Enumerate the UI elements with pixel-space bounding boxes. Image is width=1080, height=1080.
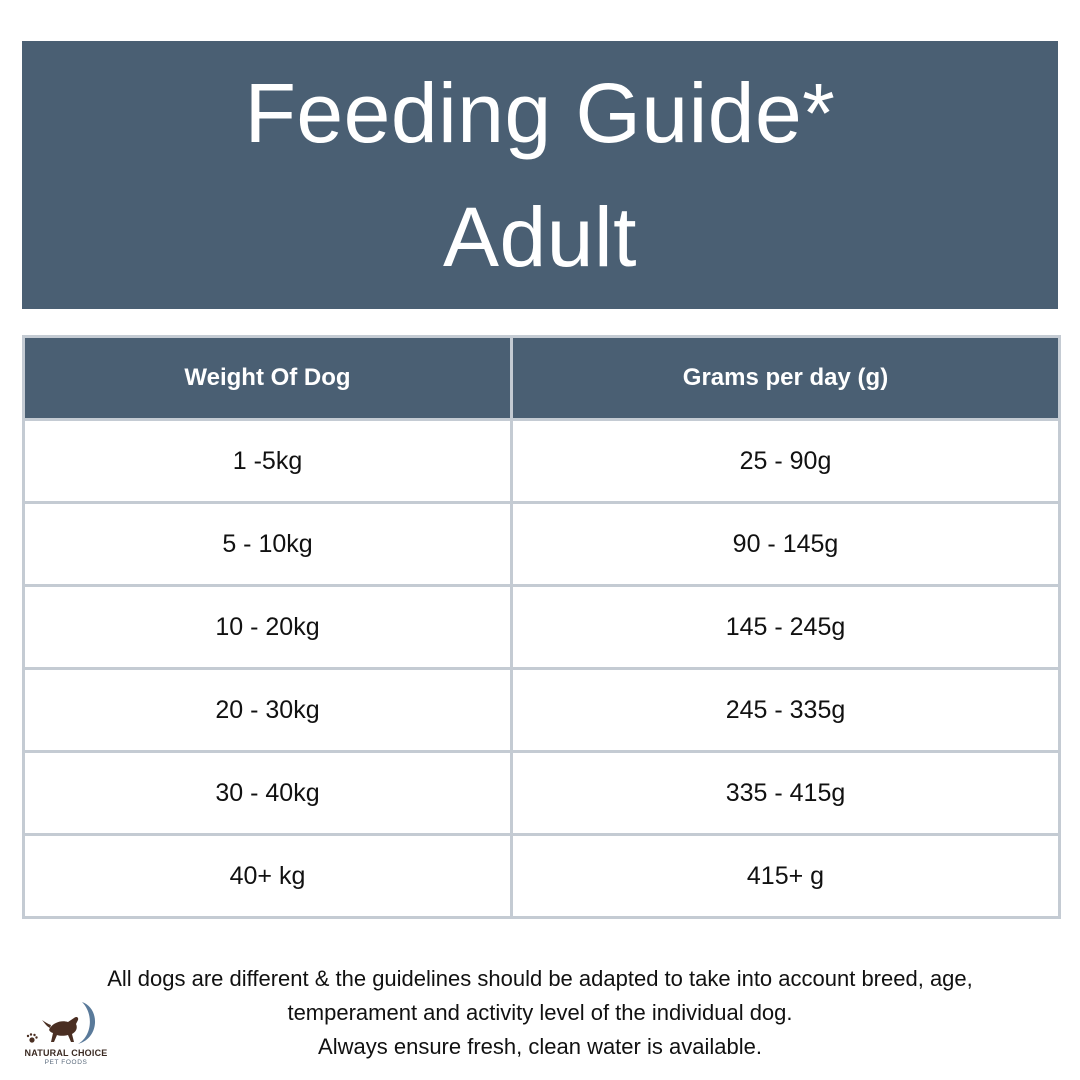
weight-cell: 40+ kg: [22, 833, 513, 919]
grams-cell: 415+ g: [510, 833, 1061, 919]
dog-emblem-icon: [26, 1002, 96, 1044]
table-row: 40+ kg 415+ g: [22, 833, 1061, 919]
page-title: Feeding Guide*: [244, 66, 836, 160]
weight-cell: 1 -5kg: [22, 418, 513, 504]
table-row: 5 - 10kg 90 - 145g: [22, 501, 1061, 587]
disclaimer-line: Always ensure fresh, clean water is avai…: [318, 1034, 762, 1059]
feeding-table-container: Weight Of Dog Grams per day (g) 1 -5kg 2…: [22, 335, 1061, 919]
logo-brand-name: NATURAL CHOICE: [24, 1048, 108, 1058]
weight-cell: 10 - 20kg: [22, 584, 513, 670]
disclaimer-line: temperament and activity level of the in…: [287, 1000, 793, 1025]
table-row: 30 - 40kg 335 - 415g: [22, 750, 1061, 836]
grams-cell: 145 - 245g: [510, 584, 1061, 670]
column-header-weight: Weight Of Dog: [22, 335, 513, 421]
brand-logo: NATURAL CHOICE PET FOODS: [20, 998, 112, 1070]
grams-cell: 245 - 335g: [510, 667, 1061, 753]
table-row: 20 - 30kg 245 - 335g: [22, 667, 1061, 753]
page-subtitle: Adult: [443, 190, 637, 284]
feeding-table: Weight Of Dog Grams per day (g) 1 -5kg 2…: [22, 335, 1061, 919]
table-row: 10 - 20kg 145 - 245g: [22, 584, 1061, 670]
logo-brand-sub: PET FOODS: [44, 1059, 88, 1066]
table-row: 1 -5kg 25 - 90g: [22, 418, 1061, 504]
grams-cell: 90 - 145g: [510, 501, 1061, 587]
column-header-grams: Grams per day (g): [510, 335, 1061, 421]
table-header-row: Weight Of Dog Grams per day (g): [22, 335, 1061, 421]
weight-cell: 30 - 40kg: [22, 750, 513, 836]
feeding-disclaimer: All dogs are different & the guidelines …: [0, 962, 1080, 1064]
disclaimer-line: All dogs are different & the guidelines …: [107, 966, 973, 991]
weight-cell: 5 - 10kg: [22, 501, 513, 587]
grams-cell: 25 - 90g: [510, 418, 1061, 504]
grams-cell: 335 - 415g: [510, 750, 1061, 836]
title-banner: Feeding Guide* Adult: [22, 41, 1058, 309]
weight-cell: 20 - 30kg: [22, 667, 513, 753]
